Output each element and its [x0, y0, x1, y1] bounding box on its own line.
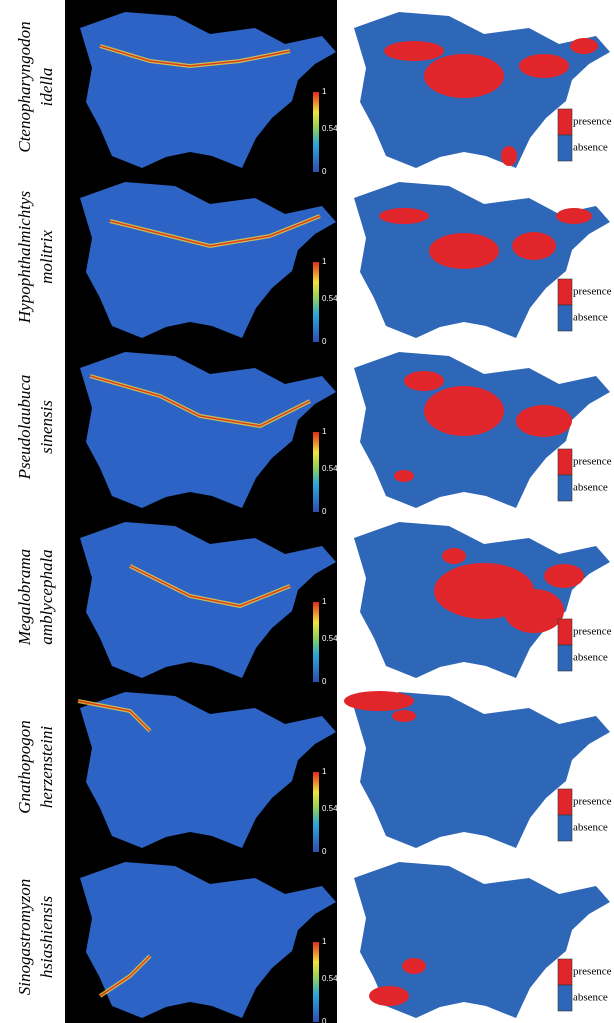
presence-area [442, 548, 466, 564]
legend-label: presence [573, 286, 612, 298]
colorbar [313, 262, 319, 342]
colorbar-tick-label: 0.54 [322, 804, 338, 813]
legend-label: absence [573, 822, 608, 834]
species-name: idella [37, 68, 56, 107]
legend-label: presence [573, 796, 612, 808]
presence-swatch [558, 109, 572, 135]
presence-swatch [558, 789, 572, 815]
legend-label: presence [573, 966, 612, 978]
colorbar-tick-label: 1 [322, 427, 327, 436]
colorbar-tick-label: 1 [322, 937, 327, 946]
presence-area [424, 386, 504, 436]
absence-swatch [558, 815, 572, 841]
presence-area [512, 232, 556, 260]
species-name: sinensis [37, 400, 56, 454]
colorbar [313, 942, 319, 1022]
presence-area [379, 208, 429, 224]
presence-area [544, 564, 584, 588]
presence-area [404, 371, 444, 391]
species-name: Pseudolaubuca [15, 375, 34, 481]
presence-area [504, 589, 564, 633]
colorbar-tick-label: 0 [322, 677, 327, 686]
colorbar-tick-label: 0.54 [322, 294, 338, 303]
colorbar [313, 772, 319, 852]
colorbar-tick-label: 0 [322, 167, 327, 176]
legend-label: absence [573, 482, 608, 494]
presence-swatch [558, 449, 572, 475]
colorbar-tick-label: 0 [322, 1017, 327, 1023]
species-name: Sinogastromyzon [15, 879, 34, 996]
presence-area [570, 38, 598, 54]
presence-swatch [558, 959, 572, 985]
colorbar-tick-label: 1 [322, 597, 327, 606]
colorbar-tick-label: 1 [322, 87, 327, 96]
presence-area [424, 54, 504, 98]
absence-swatch [558, 135, 572, 161]
legend-label: presence [573, 116, 612, 128]
absence-swatch [558, 645, 572, 671]
presence-area [402, 958, 426, 974]
legend-label: absence [573, 142, 608, 154]
species-name: hsiashiensis [37, 896, 56, 979]
species-name: Gnathopogon [15, 720, 34, 814]
presence-area [344, 691, 414, 711]
legend-label: absence [573, 312, 608, 324]
presence-area [516, 405, 572, 437]
colorbar-tick-label: 1 [322, 257, 327, 266]
species-name: amblycephala [37, 549, 56, 644]
presence-area [519, 54, 569, 78]
colorbar [313, 602, 319, 682]
legend-label: presence [573, 456, 612, 468]
colorbar-tick-label: 0 [322, 847, 327, 856]
colorbar-tick-label: 0.54 [322, 464, 338, 473]
figure: Ctenopharyngodonidella 1 0.54 0 presence abse… [0, 0, 614, 1023]
colorbar-tick-label: 0.54 [322, 974, 338, 983]
species-name: molitrix [37, 230, 56, 284]
absence-swatch [558, 985, 572, 1011]
legend-label: absence [573, 992, 608, 1004]
presence-swatch [558, 619, 572, 645]
colorbar-tick-label: 0.54 [322, 124, 338, 133]
colorbar-tick-label: 0 [322, 337, 327, 346]
presence-area [369, 986, 409, 1006]
presence-area [556, 208, 592, 224]
legend-label: absence [573, 652, 608, 664]
absence-swatch [558, 305, 572, 331]
colorbar-tick-label: 0 [322, 507, 327, 516]
presence-area [394, 470, 414, 482]
presence-area [384, 41, 444, 61]
species-name: Megalobrama [15, 549, 34, 646]
colorbar [313, 432, 319, 512]
absence-swatch [558, 475, 572, 501]
colorbar [313, 92, 319, 172]
species-name: Ctenopharyngodon [15, 21, 34, 152]
presence-swatch [558, 279, 572, 305]
colorbar-tick-label: 0.54 [322, 634, 338, 643]
presence-area [429, 233, 499, 269]
presence-area [392, 710, 416, 722]
species-name: herzensteini [37, 726, 56, 808]
species-name: Hypophthalmichtys [15, 191, 34, 325]
legend-label: presence [573, 626, 612, 638]
colorbar-tick-label: 1 [322, 767, 327, 776]
presence-area [501, 146, 517, 166]
